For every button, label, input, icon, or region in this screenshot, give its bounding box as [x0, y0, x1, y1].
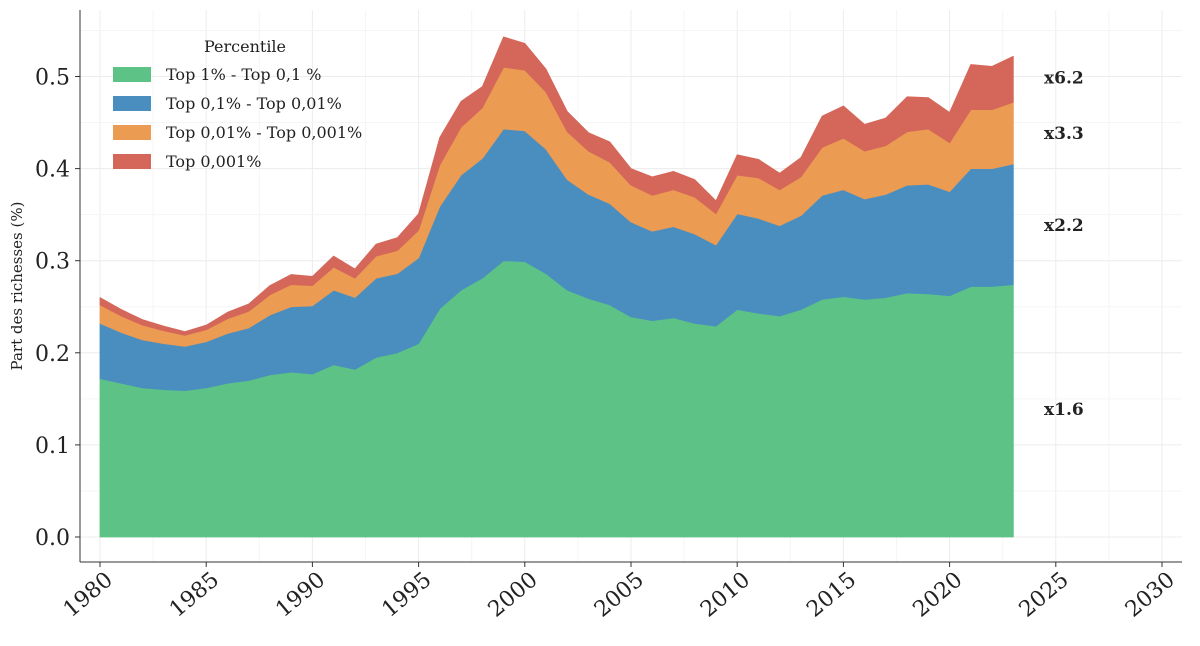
- legend-swatch: [113, 96, 151, 111]
- y-axis-label: Part des richesses (%): [8, 202, 26, 371]
- legend-label: Top 0,1% - Top 0,01%: [166, 94, 342, 113]
- x-tick-label: 1985: [165, 567, 224, 622]
- y-tick-label: 0.5: [35, 66, 70, 91]
- legend-label: Top 0,001%: [166, 152, 261, 171]
- x-tick-label: 2020: [908, 567, 967, 622]
- legend-label: Top 0,01% - Top 0,001%: [166, 123, 362, 142]
- area-series: [99, 36, 1014, 538]
- ratio-annotation: x6.2: [1044, 69, 1084, 89]
- legend-swatch: [113, 125, 151, 140]
- y-tick-label: 0.4: [35, 158, 70, 183]
- area-series-0: [99, 260, 1014, 538]
- legend-swatch: [113, 67, 151, 82]
- x-tick-label: 2005: [590, 567, 649, 622]
- x-tick-label: 2010: [696, 567, 755, 622]
- legend: Percentile Top 1% - Top 0,1 % Top 0,1% - T…: [113, 37, 362, 171]
- y-tick-label: 0.1: [35, 434, 70, 459]
- x-tick-label: 1990: [271, 567, 330, 622]
- y-tick-label: 0.0: [35, 526, 70, 551]
- x-tick-label: 2000: [484, 567, 543, 622]
- legend-label: Top 1% - Top 0,1 %: [166, 65, 321, 84]
- area-series-3: [99, 36, 1014, 336]
- ratio-annotation: x1.6: [1044, 400, 1084, 420]
- x-tick-label: 1980: [59, 567, 118, 622]
- x-tick-label: 1995: [377, 567, 436, 622]
- x-tick-label: 2025: [1015, 567, 1074, 622]
- annotations: x6.2 x3.3 x2.2 x1.6: [1044, 69, 1084, 421]
- legend-title: Percentile: [204, 37, 286, 56]
- x-tick-label: 2030: [1121, 567, 1180, 622]
- x-tick-label: 2015: [802, 567, 861, 622]
- y-tick-label: 0.2: [35, 342, 70, 367]
- legend-swatch: [113, 154, 151, 169]
- ratio-annotation: x2.2: [1044, 216, 1084, 236]
- ratio-annotation: x3.3: [1044, 124, 1084, 144]
- y-tick-label: 0.3: [35, 250, 70, 275]
